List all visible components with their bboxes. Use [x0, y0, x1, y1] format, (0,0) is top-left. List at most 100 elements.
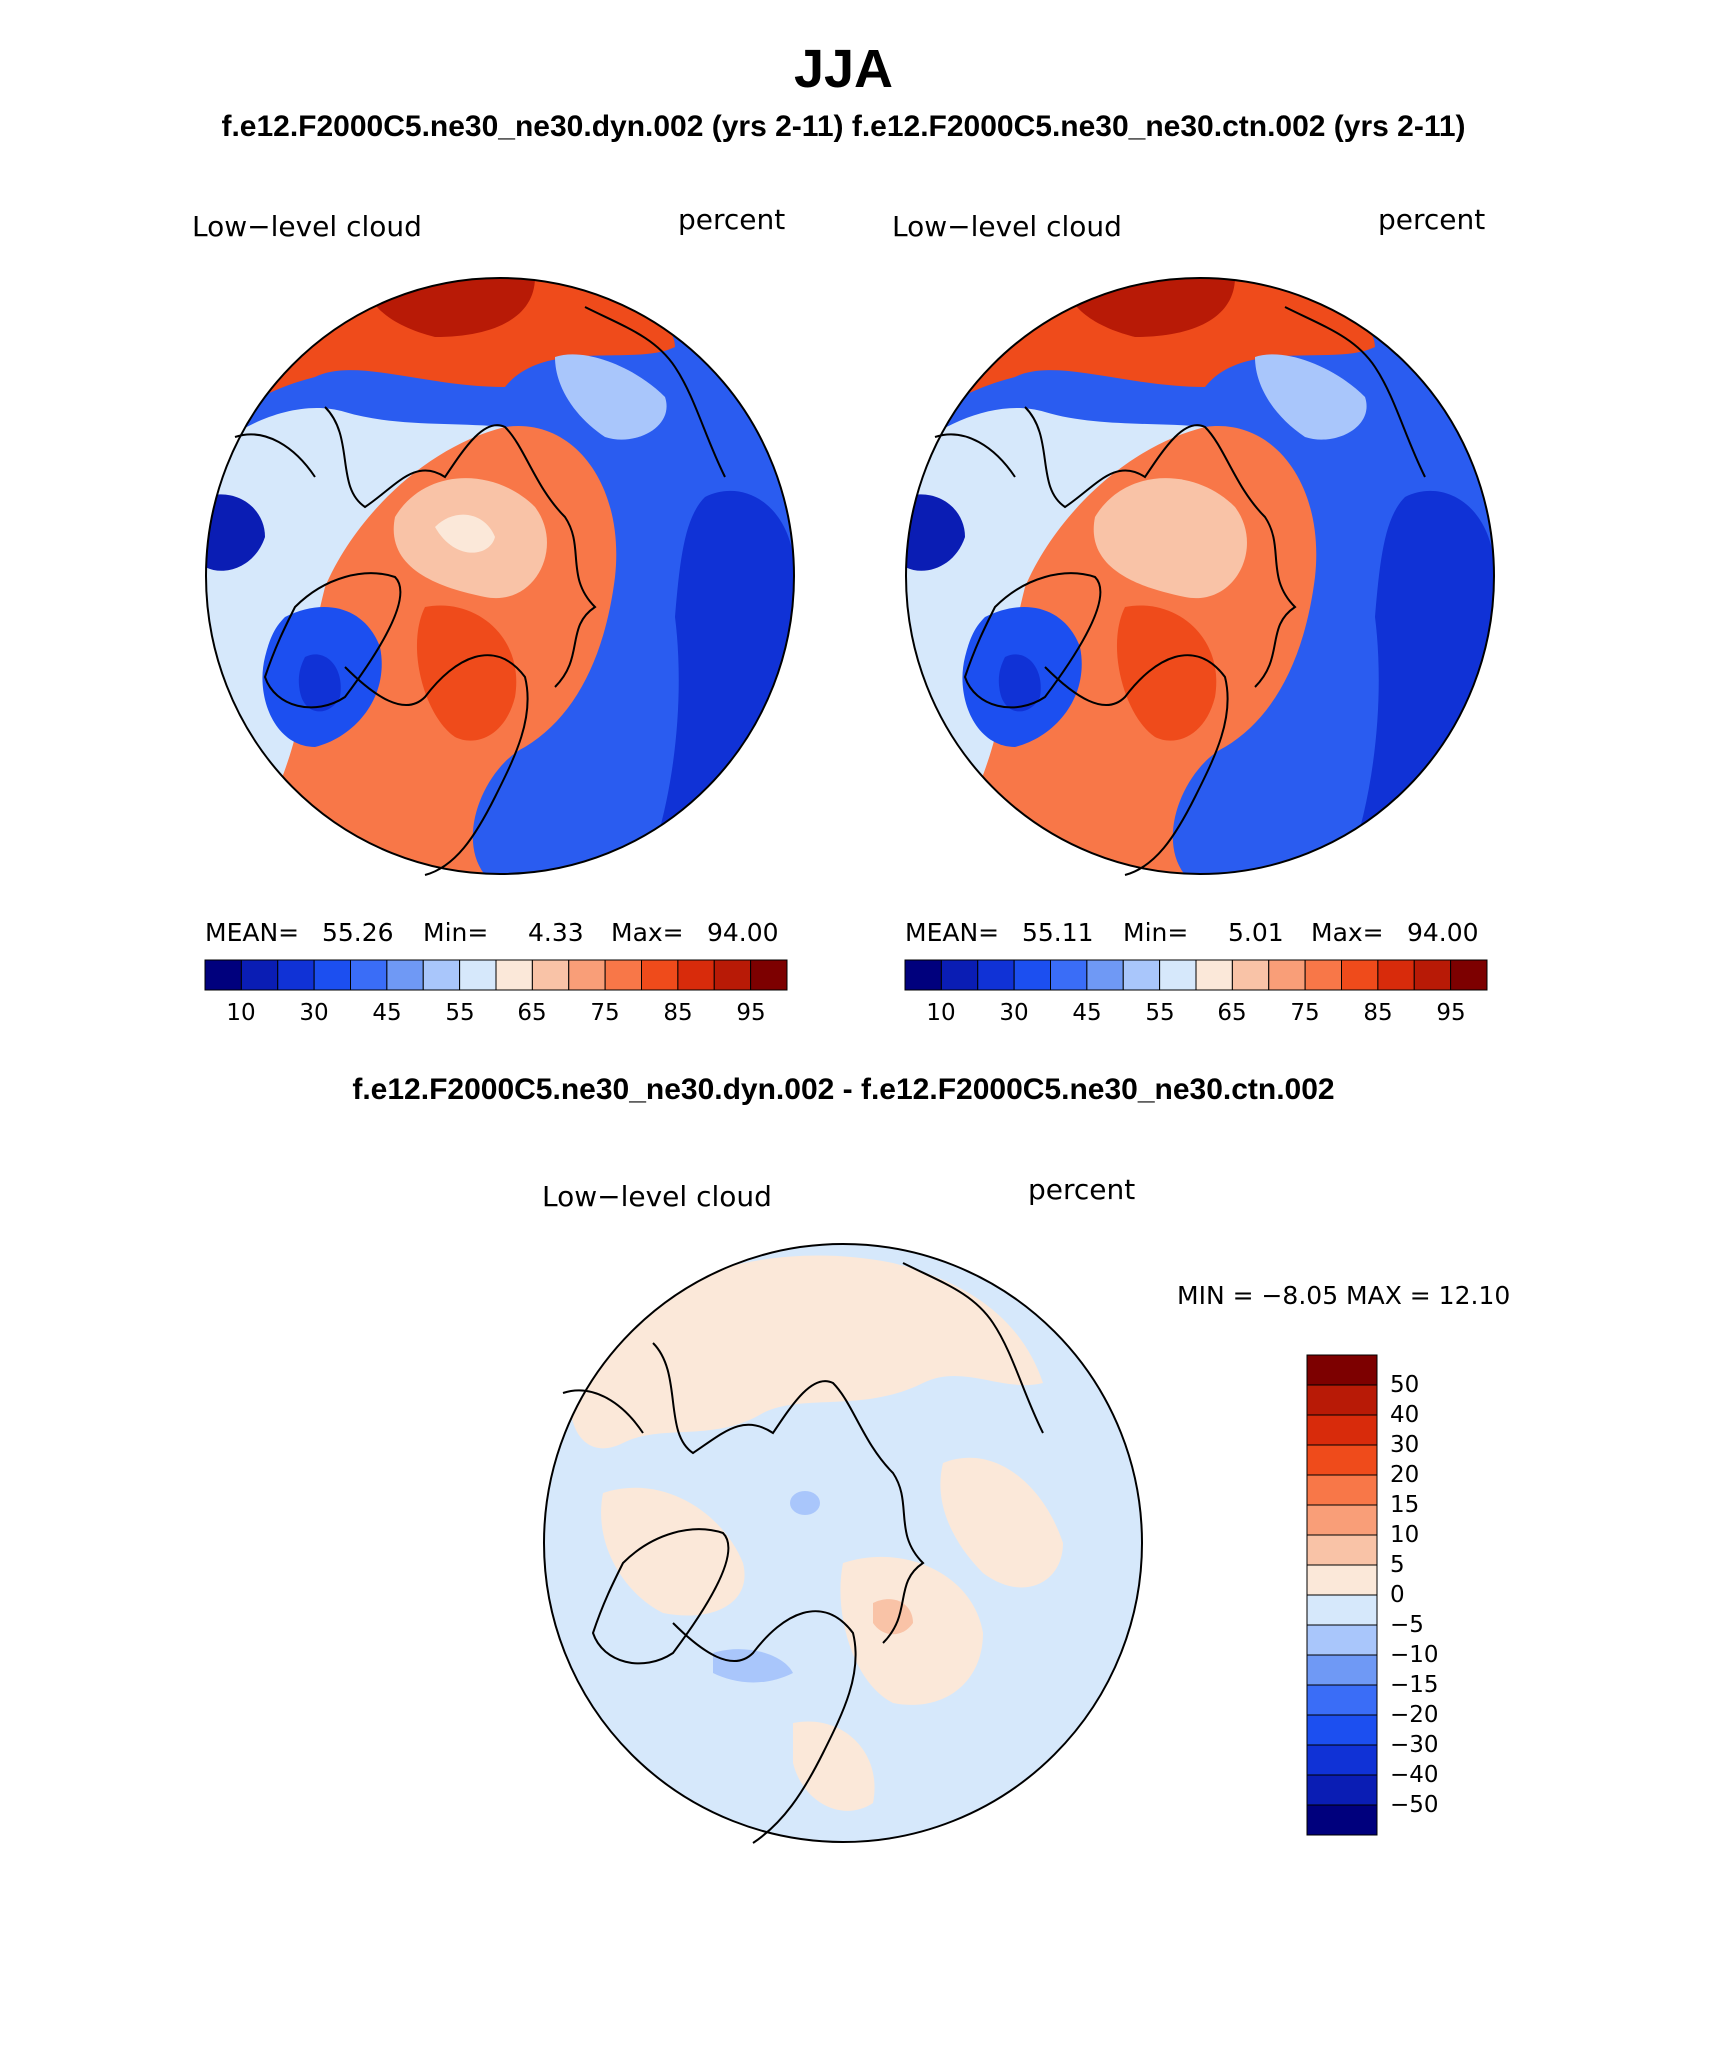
colorbar-swatch: [1306, 1354, 1378, 1386]
difference-colorbar-ticks: 50 40 30 20 15 10 5 0 −5 −10 −15 −20 −30…: [1390, 1355, 1470, 1835]
colorbar-swatch: [1013, 959, 1051, 991]
colorbar-tick: 65: [1217, 1000, 1247, 1026]
colorbar-swatch: [1413, 959, 1452, 991]
colorbar-tick: 30: [999, 1000, 1029, 1026]
colorbar-swatch: [1306, 1564, 1378, 1596]
colorbar-tick: 95: [1436, 1000, 1466, 1026]
colorbar-swatch: [1306, 1624, 1378, 1656]
colorbar-tick: 30: [1390, 1432, 1420, 1458]
difference-title: f.e12.F2000C5.ne30_ne30.dyn.002 - f.e12.…: [352, 1073, 1335, 1106]
colorbar-tick: 30: [299, 1000, 329, 1026]
colorbar-swatch: [1195, 959, 1233, 991]
colorbar-tick: −20: [1390, 1702, 1439, 1728]
colorbar-swatch: [422, 959, 461, 991]
panel-2-min-value: 5.01: [1228, 918, 1284, 947]
colorbar-swatch: [1306, 1714, 1378, 1746]
colorbar-swatch: [568, 959, 606, 991]
diff-variable-label: Low−level cloud: [542, 1180, 772, 1213]
colorbar-swatch: [1050, 959, 1088, 991]
colorbar-tick: 15: [1390, 1492, 1420, 1518]
colorbar-swatch: [1306, 1474, 1378, 1506]
colorbar-swatch: [313, 959, 351, 991]
panel-2-colorbar: [904, 959, 1488, 991]
panel-2-mean-label: MEAN=: [905, 918, 1000, 947]
colorbar-swatch: [1304, 959, 1342, 991]
colorbar-swatch: [1377, 959, 1415, 991]
colorbar-swatch: [495, 959, 533, 991]
colorbar-swatch: [1306, 1684, 1378, 1716]
colorbar-tick: −50: [1390, 1792, 1439, 1818]
colorbar-swatch: [1306, 1504, 1378, 1536]
colorbar-tick: −5: [1390, 1612, 1424, 1638]
panel-2-mean-value: 55.11: [1022, 918, 1094, 947]
colorbar-swatch: [1306, 1444, 1378, 1476]
colorbar-swatch: [1122, 959, 1161, 991]
colorbar-tick: 55: [445, 1000, 475, 1026]
colorbar-tick: 5: [1390, 1552, 1405, 1578]
colorbar-swatch: [977, 959, 1015, 991]
colorbar-tick: 75: [1290, 1000, 1320, 1026]
colorbar-tick: 20: [1390, 1462, 1420, 1488]
colorbar-swatch: [386, 959, 424, 991]
colorbar-swatch: [904, 959, 942, 991]
colorbar-tick: 0: [1390, 1582, 1405, 1608]
panel-1-units-label: percent: [678, 203, 786, 236]
panel-1-colorbar-ticks: 10 30 45 55 65 75 85 95: [205, 1000, 787, 1030]
colorbar-swatch: [350, 959, 388, 991]
colorbar-swatch: [240, 959, 279, 991]
colorbar-tick: 10: [1390, 1522, 1420, 1548]
colorbar-tick: 40: [1390, 1402, 1420, 1428]
colorbar-tick: 65: [517, 1000, 547, 1026]
colorbar-swatch: [1306, 1534, 1378, 1566]
panel-2-colorbar-ticks: 10 30 45 55 65 75 85 95: [905, 1000, 1487, 1030]
colorbar-swatch: [1086, 959, 1124, 991]
panel-1-min-label: Min=: [423, 918, 489, 947]
colorbar-tick: 45: [372, 1000, 402, 1026]
diff-units-label: percent: [1028, 1173, 1136, 1206]
colorbar-tick: −40: [1390, 1762, 1439, 1788]
colorbar-tick: 10: [926, 1000, 956, 1026]
colorbar-swatch: [1306, 1654, 1378, 1686]
colorbar-swatch: [1159, 959, 1197, 991]
colorbar-swatch: [1450, 959, 1488, 991]
colorbar-tick: 85: [663, 1000, 693, 1026]
panel-1-map: [205, 277, 795, 876]
colorbar-swatch: [641, 959, 679, 991]
colorbar-tick: 85: [1363, 1000, 1393, 1026]
colorbar-swatch: [1306, 1744, 1378, 1776]
colorbar-tick: −10: [1390, 1642, 1439, 1668]
colorbar-swatch: [1341, 959, 1379, 991]
colorbar-tick: 50: [1390, 1372, 1420, 1398]
difference-map: [543, 1243, 1143, 1844]
panel-1-min-value: 4.33: [528, 918, 584, 947]
colorbar-swatch: [713, 959, 752, 991]
colorbar-swatch: [1306, 1804, 1378, 1836]
figure-subtitle: f.e12.F2000C5.ne30_ne30.dyn.002 (yrs 2-1…: [221, 110, 1466, 143]
colorbar-swatch: [1268, 959, 1306, 991]
panel-2-units-label: percent: [1378, 203, 1486, 236]
colorbar-swatch: [1306, 1384, 1378, 1416]
panel-2-max-label: Max=: [1311, 918, 1384, 947]
colorbar-swatch: [204, 959, 242, 991]
panel-2-max-value: 94.00: [1407, 918, 1479, 947]
colorbar-tick: 10: [226, 1000, 256, 1026]
colorbar-swatch: [677, 959, 715, 991]
colorbar-swatch: [1306, 1774, 1378, 1806]
figure-title: JJA: [793, 39, 894, 99]
colorbar-swatch: [940, 959, 979, 991]
colorbar-swatch: [1306, 1594, 1378, 1626]
colorbar-tick: −30: [1390, 1732, 1439, 1758]
colorbar-swatch: [459, 959, 497, 991]
panel-2-min-label: Min=: [1123, 918, 1189, 947]
colorbar-tick: 95: [736, 1000, 766, 1026]
colorbar-tick: 75: [590, 1000, 620, 1026]
diff-min-max-stats: MIN = −8.05 MAX = 12.10: [1177, 1281, 1511, 1310]
panel-1-max-label: Max=: [611, 918, 684, 947]
panel-1-max-value: 94.00: [707, 918, 779, 947]
colorbar-tick: 55: [1145, 1000, 1175, 1026]
colorbar-swatch: [1231, 959, 1270, 991]
panel-1-mean-value: 55.26: [322, 918, 394, 947]
difference-colorbar: [1306, 1354, 1378, 1836]
colorbar-swatch: [604, 959, 642, 991]
panel-1-variable-label: Low−level cloud: [192, 210, 422, 243]
